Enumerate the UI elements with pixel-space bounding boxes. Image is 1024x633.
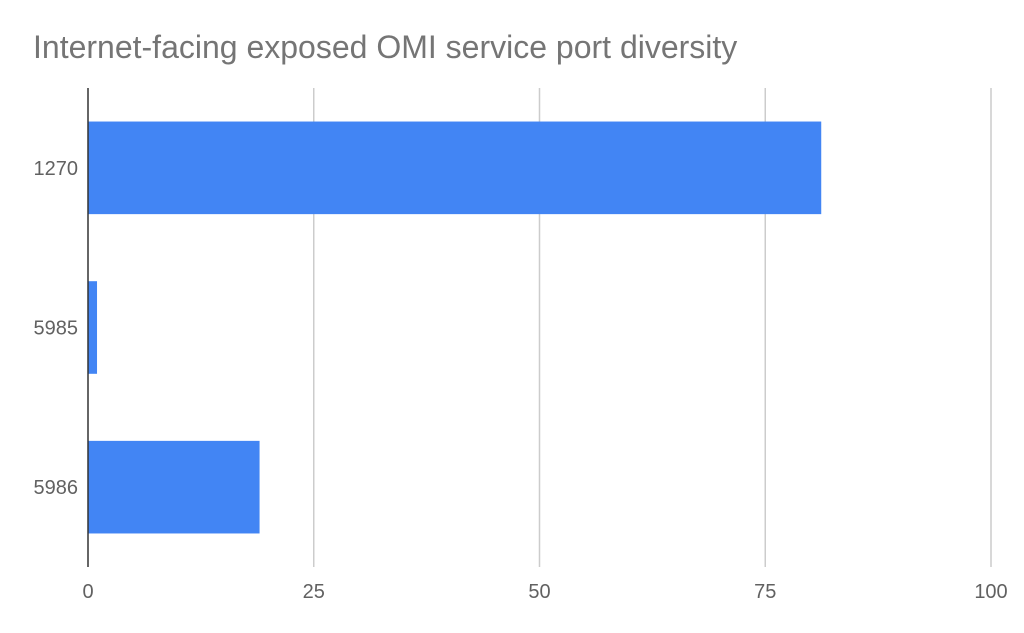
bars [88, 121, 822, 534]
bar-1270 [88, 121, 822, 215]
x-tick-label: 50 [528, 581, 550, 603]
category-label: 5985 [34, 318, 79, 340]
category-labels: 1270 5985 5986 [34, 158, 79, 499]
chart-title: Internet-facing exposed OMI service port… [33, 29, 737, 65]
bar-5986 [88, 440, 260, 534]
x-tick-label: 100 [974, 581, 1007, 603]
x-tick-labels: 0 25 50 75 100 [82, 581, 1007, 603]
x-tick-label: 25 [303, 581, 325, 603]
x-tick-label: 0 [82, 581, 93, 603]
category-label: 5986 [34, 477, 79, 499]
x-tick-label: 75 [754, 581, 776, 603]
bar-5985 [88, 281, 98, 374]
category-label: 1270 [34, 158, 79, 180]
